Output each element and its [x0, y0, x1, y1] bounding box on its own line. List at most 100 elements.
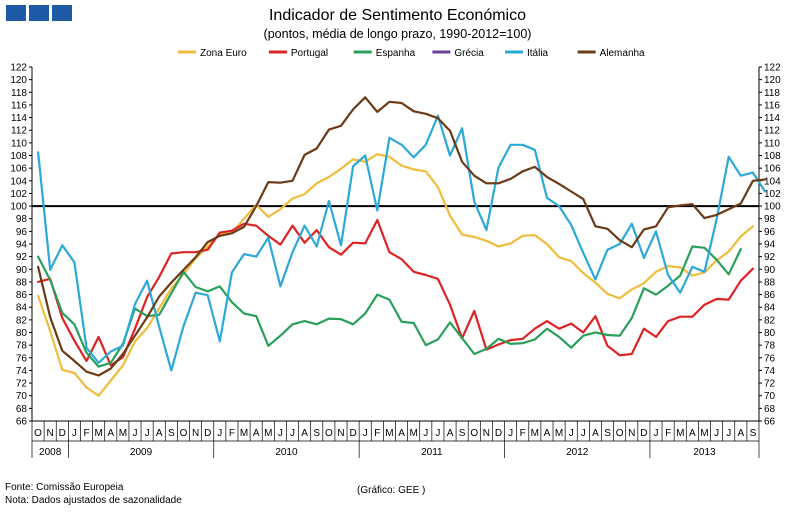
- y-tick-label-left-8: 82: [16, 315, 28, 326]
- y-tick-label-right-27: 120: [764, 75, 781, 86]
- y-tick-label-left-21: 108: [10, 151, 27, 162]
- y-tick-label-left-16: 98: [16, 214, 28, 225]
- x-tick-label-30: A: [398, 428, 405, 439]
- y-tick-label-left-22: 110: [11, 138, 27, 149]
- x-tick-label-45: J: [581, 428, 586, 439]
- y-tick-label-left-6: 78: [16, 341, 28, 352]
- y-tick-label-right-26: 118: [764, 88, 780, 99]
- x-tick-label-16: F: [229, 428, 235, 439]
- x-tick-label-7: M: [119, 428, 127, 439]
- x-tick-label-58: A: [737, 428, 744, 439]
- y-tick-label-right-18: 102: [764, 189, 781, 200]
- x-tick-label-50: D: [640, 428, 647, 439]
- y-tick-label-right-2: 70: [764, 391, 776, 402]
- x-tick-label-17: M: [240, 428, 248, 439]
- y-tick-label-left-24: 114: [11, 113, 27, 124]
- x-tick-label-38: D: [495, 428, 502, 439]
- legend-label-1: Portugal: [291, 48, 328, 59]
- x-tick-label-48: O: [616, 428, 624, 439]
- x-tick-label-24: O: [325, 428, 333, 439]
- seasonal-note: Nota: Dados ajustados de sazonalidade: [5, 495, 182, 506]
- y-tick-label-right-1: 68: [764, 404, 776, 415]
- y-tick-label-right-9: 84: [764, 303, 776, 314]
- logo-block-3: [52, 5, 72, 21]
- series-line-0: [36, 153, 755, 397]
- x-tick-label-26: D: [349, 428, 356, 439]
- year-label-5: 2013: [693, 447, 716, 458]
- y-tick-label-left-5: 76: [16, 353, 28, 364]
- legend-label-3: Grécia: [454, 48, 484, 59]
- x-tick-label-3: J: [72, 428, 77, 439]
- y-tick-label-right-25: 116: [764, 100, 780, 111]
- y-tick-label-left-14: 94: [16, 240, 28, 251]
- x-tick-label-4: F: [83, 428, 89, 439]
- y-tick-label-left-4: 74: [16, 366, 28, 377]
- x-tick-label-9: J: [145, 428, 150, 439]
- x-tick-label-28: F: [374, 428, 380, 439]
- y-tick-label-left-18: 102: [10, 189, 27, 200]
- x-tick-label-12: O: [180, 428, 188, 439]
- x-tick-label-46: A: [592, 428, 599, 439]
- y-tick-label-left-28: 122: [10, 63, 27, 74]
- y-tick-label-right-7: 80: [764, 328, 776, 339]
- y-tick-label-left-11: 88: [16, 277, 28, 288]
- x-tick-label-36: O: [470, 428, 478, 439]
- y-tick-label-left-23: 112: [11, 126, 27, 137]
- y-tick-label-left-20: 106: [10, 164, 27, 175]
- x-tick-label-49: N: [628, 428, 635, 439]
- x-tick-label-42: A: [544, 428, 551, 439]
- x-tick-label-1: N: [47, 428, 54, 439]
- x-tick-label-29: M: [385, 428, 393, 439]
- year-label-4: 2012: [566, 447, 589, 458]
- x-tick-label-40: F: [520, 428, 526, 439]
- y-tick-label-right-3: 72: [764, 379, 776, 390]
- x-tick-label-41: M: [531, 428, 539, 439]
- y-tick-label-left-0: 66: [16, 417, 28, 428]
- y-tick-label-right-24: 114: [764, 113, 780, 124]
- x-tick-label-53: M: [676, 428, 684, 439]
- x-tick-label-20: J: [278, 428, 283, 439]
- x-tick-label-43: M: [555, 428, 563, 439]
- legend-label-4: Itália: [527, 48, 549, 59]
- x-tick-label-33: J: [435, 428, 440, 439]
- x-tick-label-18: A: [253, 428, 260, 439]
- y-tick-label-left-7: 80: [16, 328, 28, 339]
- x-tick-label-19: M: [264, 428, 272, 439]
- y-tick-label-left-1: 68: [16, 404, 28, 415]
- y-tick-label-left-9: 84: [16, 303, 28, 314]
- y-tick-label-right-0: 66: [764, 417, 776, 428]
- y-tick-label-left-26: 118: [11, 88, 27, 99]
- x-tick-label-8: J: [132, 428, 137, 439]
- y-tick-label-right-10: 86: [764, 290, 776, 301]
- x-tick-label-21: J: [290, 428, 295, 439]
- x-tick-label-31: M: [410, 428, 418, 439]
- x-tick-label-47: S: [604, 428, 611, 439]
- year-label-1: 2009: [130, 447, 153, 458]
- x-tick-label-0: O: [34, 428, 42, 439]
- x-tick-label-57: J: [726, 428, 731, 439]
- year-label-3: 2011: [421, 447, 443, 458]
- year-label-2: 2010: [275, 447, 298, 458]
- y-tick-label-left-12: 90: [16, 265, 28, 276]
- y-tick-label-right-21: 108: [764, 151, 781, 162]
- logo-block-1: [6, 5, 26, 21]
- x-tick-label-15: J: [217, 428, 222, 439]
- y-tick-label-left-17: 100: [10, 202, 27, 213]
- y-tick-label-right-20: 106: [764, 164, 781, 175]
- y-tick-label-right-11: 88: [764, 277, 776, 288]
- legend-label-0: Zona Euro: [200, 48, 247, 59]
- x-tick-label-51: J: [654, 428, 659, 439]
- x-tick-label-32: J: [423, 428, 428, 439]
- x-tick-label-37: N: [483, 428, 490, 439]
- x-tick-label-34: A: [447, 428, 454, 439]
- y-tick-label-left-27: 120: [10, 75, 27, 86]
- chart-title: Indicador de Sentimento Económico: [268, 7, 527, 24]
- year-label-0: 2008: [39, 447, 62, 458]
- y-tick-label-right-13: 92: [764, 252, 776, 263]
- x-tick-label-6: A: [107, 428, 114, 439]
- x-tick-label-2: D: [59, 428, 66, 439]
- x-tick-label-10: A: [156, 428, 163, 439]
- y-tick-label-right-15: 96: [764, 227, 776, 238]
- y-tick-label-right-4: 74: [764, 366, 776, 377]
